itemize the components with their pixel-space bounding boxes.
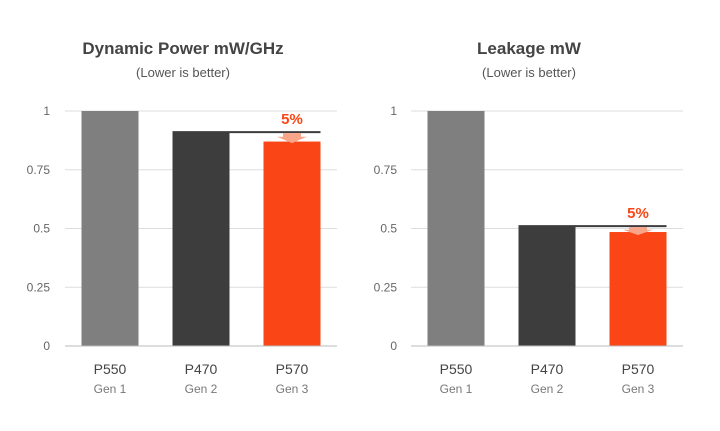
bar-p550 — [427, 111, 485, 346]
y-tick-label: 0 — [390, 339, 397, 353]
category-sublabel: Gen 3 — [276, 382, 309, 396]
y-tick-label: 1 — [390, 104, 397, 118]
chart-subtitle: (Lower is better) — [482, 65, 576, 80]
category-label: P550 — [440, 361, 473, 377]
category-label: P470 — [185, 361, 218, 377]
chart-title: Leakage mW — [477, 39, 582, 58]
category-label: P550 — [94, 361, 127, 377]
reduction-arrow — [623, 227, 653, 236]
y-tick-label: 1 — [43, 104, 50, 118]
category-label: P470 — [531, 361, 564, 377]
bar-p470 — [172, 132, 230, 346]
bar-p550 — [81, 111, 139, 346]
y-tick-label: 0.5 — [33, 222, 50, 236]
category-label: P570 — [622, 361, 655, 377]
y-tick-label: 0.25 — [27, 280, 51, 294]
category-sublabel: Gen 1 — [440, 382, 473, 396]
category-sublabel: Gen 3 — [622, 382, 655, 396]
category-label: P570 — [276, 361, 309, 377]
bar-p570 — [263, 141, 321, 346]
annotation-label: 5% — [627, 205, 649, 222]
reduction-arrow — [277, 133, 307, 144]
y-tick-label: 0.25 — [374, 280, 398, 294]
annotation-label: 5% — [281, 111, 303, 128]
bar-p470 — [518, 226, 576, 346]
y-tick-label: 0.75 — [374, 163, 398, 177]
chart-subtitle: (Lower is better) — [136, 65, 230, 80]
category-sublabel: Gen 2 — [531, 382, 564, 396]
chart-title: Dynamic Power mW/GHz — [82, 39, 283, 58]
y-tick-label: 0.5 — [380, 222, 397, 236]
category-sublabel: Gen 1 — [94, 382, 127, 396]
y-tick-label: 0 — [43, 339, 50, 353]
category-sublabel: Gen 2 — [185, 382, 218, 396]
bar-p570 — [609, 232, 667, 346]
y-tick-label: 0.75 — [27, 163, 51, 177]
